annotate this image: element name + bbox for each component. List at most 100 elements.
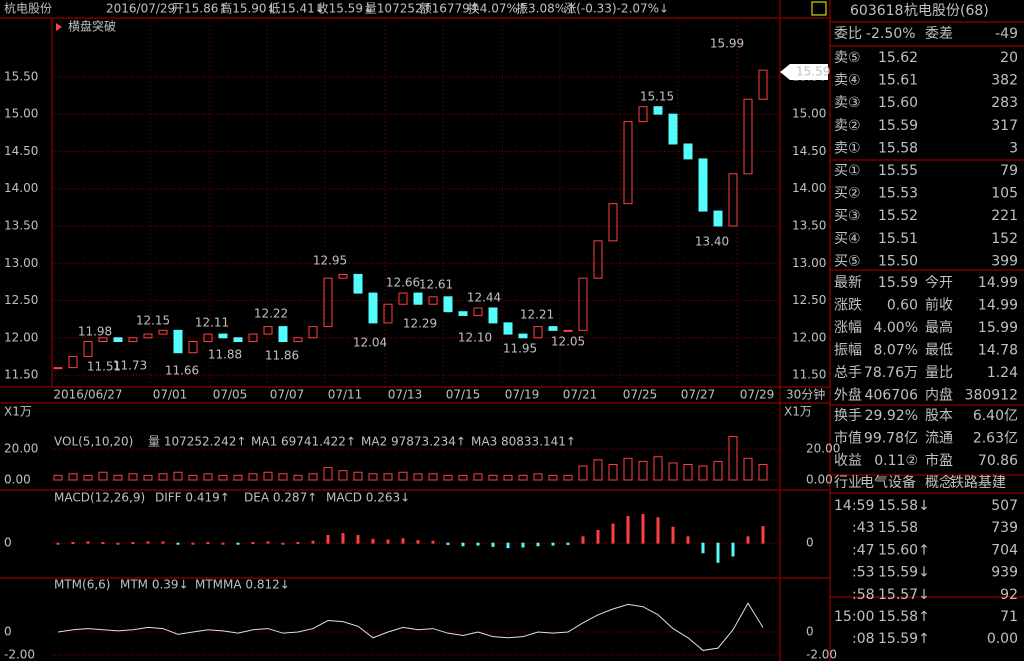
tick-time: :08 [852, 631, 875, 647]
tick-price: 15.59↑ [878, 631, 930, 647]
candle [353, 273, 363, 294]
date-label: 07/21 [563, 388, 598, 402]
stat-value: 14.99 [978, 275, 1018, 291]
tick-time: 15:00 [834, 609, 874, 625]
book-volume: 399 [991, 253, 1018, 269]
y-tick-label-right: 12.50 [792, 293, 826, 307]
volume-bar [533, 473, 543, 481]
candle [98, 337, 108, 343]
volume-bar [293, 474, 303, 481]
pane-item: MA3 80833.141↑ [471, 435, 576, 449]
price-annotation: 13.40 [695, 235, 729, 249]
stat-label: 流通 [925, 431, 953, 447]
book-volume: 382 [991, 73, 1018, 89]
macd-bar [641, 514, 645, 544]
price-annotation: 11.86 [265, 349, 299, 363]
macd-bar [596, 529, 600, 544]
tick-price: 15.59↓ [878, 565, 930, 581]
date-label: 07/01 [153, 388, 188, 402]
tick-time: :43 [852, 520, 875, 536]
volume-bar [248, 473, 258, 481]
macd-bar [656, 517, 660, 544]
tick-price: 15.57↓ [878, 587, 930, 603]
date-label: 07/29 [740, 388, 775, 402]
price-annotation: 12.04 [353, 336, 387, 350]
stat-label: 总手 [834, 365, 862, 381]
macd-bar [56, 542, 60, 545]
book-price: 15.53 [878, 186, 918, 202]
candle [638, 106, 648, 123]
price-annotation: 11.98 [78, 325, 112, 339]
candle [278, 326, 288, 343]
book-price: 15.50 [878, 253, 918, 269]
price-annotation: 11.66 [165, 364, 199, 378]
date-label: 07/27 [681, 388, 716, 402]
candle [113, 337, 123, 343]
volume-bar [458, 474, 468, 481]
macd-bar [326, 535, 330, 544]
y-tick-label: 12.00 [4, 330, 38, 344]
price-annotation: 12.05 [551, 335, 585, 349]
candle [608, 203, 618, 242]
period-label: 30分钟 [786, 387, 825, 402]
candle [563, 329, 573, 332]
stat-value: 8.07% [874, 343, 918, 359]
macd-bar [296, 542, 300, 545]
book-price: 15.59 [878, 118, 918, 134]
volume-bar [233, 474, 243, 481]
tick-price: 15.58↓ [878, 498, 930, 514]
book-price: 15.52 [878, 208, 918, 224]
stat-value: 1.24 [987, 365, 1018, 381]
book-volume: 20 [1000, 50, 1018, 66]
tick-price: 15.58↑ [878, 609, 930, 625]
y-tick-label-right: 20.00 [806, 441, 840, 455]
volume-bar [608, 463, 618, 481]
candle [188, 341, 198, 354]
macd-bar [746, 536, 750, 544]
stat-label: 涨幅 [834, 320, 862, 336]
book-volume: 152 [991, 231, 1018, 247]
candle [263, 326, 273, 335]
tick-volume: 739 [991, 520, 1018, 536]
macd-bar [521, 542, 525, 548]
y-tick-label: 0.00 [4, 473, 31, 487]
candle [623, 121, 633, 205]
volume-bar [323, 467, 333, 481]
book-price: 15.58 [878, 140, 918, 156]
macd-bar [551, 542, 555, 546]
candle [323, 277, 333, 328]
pane-title: MACD(12,26,9) [54, 491, 145, 505]
stat-value: 15.59 [878, 275, 918, 291]
macd-bar [626, 515, 630, 544]
industry: 电气设备 [860, 474, 916, 491]
lbl: 委差 [925, 26, 953, 42]
signal-arrow [56, 23, 62, 31]
macd-bar [131, 542, 135, 545]
macd-bar [761, 526, 765, 544]
pane-title: VOL(5,10,20) [54, 435, 133, 449]
macd-bar [71, 542, 75, 545]
volume-bar [518, 474, 528, 481]
book-price: 15.61 [878, 73, 918, 89]
stat-value: 78.76万 [864, 365, 918, 381]
stat-value: 14.99 [978, 298, 1018, 314]
candle [743, 98, 753, 175]
pane-item: MA1 69741.422↑ [251, 435, 356, 449]
date-label: 07/11 [328, 388, 363, 402]
candle [548, 326, 558, 331]
volume-bar [218, 474, 228, 481]
macd-bar [491, 542, 495, 547]
volume-bar [593, 459, 603, 481]
stat-label: 前收 [925, 297, 953, 314]
macd-bar [311, 540, 315, 544]
volume-bar [428, 473, 438, 481]
y-tick-label-right: 13.50 [792, 218, 826, 232]
stat-value: 2.63亿 [973, 431, 1018, 447]
macd-bar [716, 542, 720, 563]
volume-bar [278, 473, 288, 481]
volume-bar [413, 473, 423, 481]
y-tick-label: 14.50 [4, 144, 38, 158]
lbl: 委比 [834, 26, 862, 42]
candle [203, 333, 213, 343]
